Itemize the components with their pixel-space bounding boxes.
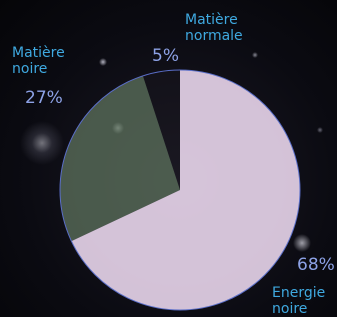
slice-label: Matière noire	[12, 45, 82, 77]
value-label: 5%	[152, 46, 179, 66]
slice-label: Energie noire	[272, 285, 337, 317]
slice-label: Matière normale	[185, 12, 255, 44]
chart: Matière normale 5% Matière noire 27% Energie…	[0, 0, 337, 317]
value-label: 68%	[297, 255, 335, 275]
value-label: 27%	[25, 88, 63, 108]
